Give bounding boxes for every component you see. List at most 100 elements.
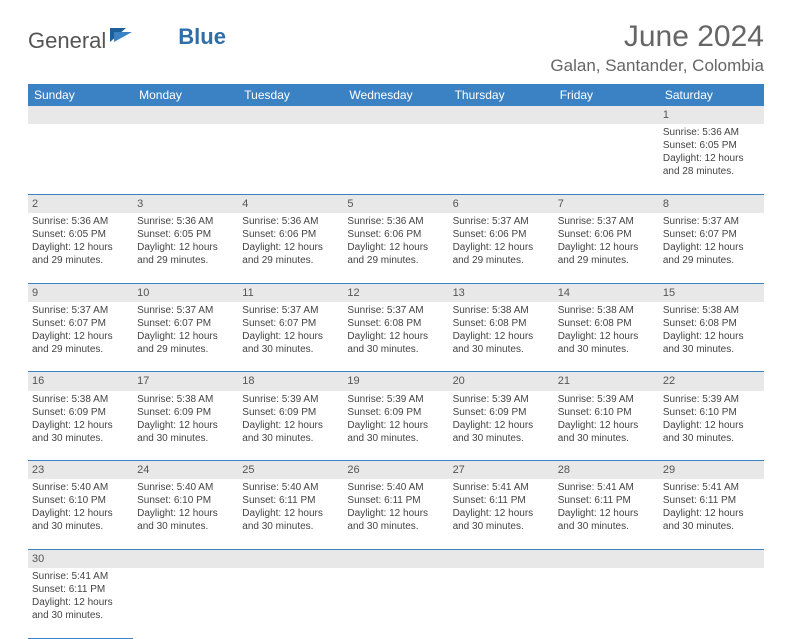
weekday-header: Monday xyxy=(133,84,238,106)
flag-icon xyxy=(110,26,136,52)
day-number: 10 xyxy=(133,283,238,302)
brand-logo: General Blue xyxy=(28,26,226,56)
sunset-text: Sunset: 6:07 PM xyxy=(663,228,760,241)
daylight-text: and 29 minutes. xyxy=(453,254,550,267)
day-number xyxy=(449,549,554,568)
location-label: Galan, Santander, Colombia xyxy=(550,56,764,76)
sunrise-text: Sunrise: 5:37 AM xyxy=(663,215,760,228)
day-cell: Sunrise: 5:40 AMSunset: 6:11 PMDaylight:… xyxy=(238,479,343,549)
sunset-text: Sunset: 6:10 PM xyxy=(137,494,234,507)
day-number xyxy=(133,549,238,568)
sunset-text: Sunset: 6:08 PM xyxy=(347,317,444,330)
sunrise-text: Sunrise: 5:37 AM xyxy=(558,215,655,228)
daylight-text: Daylight: 12 hours xyxy=(453,507,550,520)
sunrise-text: Sunrise: 5:37 AM xyxy=(242,304,339,317)
daylight-text: and 29 minutes. xyxy=(558,254,655,267)
sunrise-text: Sunrise: 5:40 AM xyxy=(32,481,129,494)
sunset-text: Sunset: 6:10 PM xyxy=(32,494,129,507)
daynum-row: 23242526272829 xyxy=(28,461,764,480)
daylight-text: and 30 minutes. xyxy=(347,520,444,533)
day-number xyxy=(343,106,448,124)
day-number: 8 xyxy=(659,194,764,213)
day-number xyxy=(554,106,659,124)
day-number: 30 xyxy=(28,549,133,568)
sunrise-text: Sunrise: 5:41 AM xyxy=(453,481,550,494)
sunrise-text: Sunrise: 5:38 AM xyxy=(663,304,760,317)
sunset-text: Sunset: 6:09 PM xyxy=(32,406,129,419)
daylight-text: and 30 minutes. xyxy=(663,520,760,533)
daylight-text: Daylight: 12 hours xyxy=(347,241,444,254)
day-cell: Sunrise: 5:38 AMSunset: 6:08 PMDaylight:… xyxy=(449,302,554,372)
day-number: 15 xyxy=(659,283,764,302)
daylight-text: and 29 minutes. xyxy=(137,254,234,267)
daylight-text: Daylight: 12 hours xyxy=(663,241,760,254)
weekday-header: Tuesday xyxy=(238,84,343,106)
sunset-text: Sunset: 6:10 PM xyxy=(558,406,655,419)
day-cell xyxy=(238,124,343,194)
day-cell: Sunrise: 5:38 AMSunset: 6:09 PMDaylight:… xyxy=(28,391,133,461)
day-cell xyxy=(133,124,238,194)
day-cell xyxy=(449,568,554,638)
daylight-text: and 29 minutes. xyxy=(663,254,760,267)
daylight-text: Daylight: 12 hours xyxy=(558,241,655,254)
day-number: 14 xyxy=(554,283,659,302)
weekday-header: Friday xyxy=(554,84,659,106)
sunrise-text: Sunrise: 5:40 AM xyxy=(347,481,444,494)
daylight-text: and 28 minutes. xyxy=(663,165,760,178)
daylight-text: Daylight: 12 hours xyxy=(453,330,550,343)
sunset-text: Sunset: 6:08 PM xyxy=(558,317,655,330)
sunrise-text: Sunrise: 5:41 AM xyxy=(663,481,760,494)
weekday-header: Thursday xyxy=(449,84,554,106)
day-number xyxy=(238,106,343,124)
sunrise-text: Sunrise: 5:36 AM xyxy=(137,215,234,228)
daylight-text: Daylight: 12 hours xyxy=(347,419,444,432)
day-cell: Sunrise: 5:37 AMSunset: 6:08 PMDaylight:… xyxy=(343,302,448,372)
day-number: 3 xyxy=(133,194,238,213)
day-number: 4 xyxy=(238,194,343,213)
sunrise-text: Sunrise: 5:41 AM xyxy=(558,481,655,494)
day-cell: Sunrise: 5:37 AMSunset: 6:07 PMDaylight:… xyxy=(133,302,238,372)
sunrise-text: Sunrise: 5:36 AM xyxy=(663,126,760,139)
header: General Blue June 2024 Galan, Santander,… xyxy=(28,20,764,76)
sunrise-text: Sunrise: 5:39 AM xyxy=(558,393,655,406)
day-cell: Sunrise: 5:39 AMSunset: 6:09 PMDaylight:… xyxy=(238,391,343,461)
day-cell xyxy=(133,568,238,638)
daylight-text: and 30 minutes. xyxy=(347,432,444,445)
day-number: 13 xyxy=(449,283,554,302)
day-cell: Sunrise: 5:39 AMSunset: 6:09 PMDaylight:… xyxy=(343,391,448,461)
day-number: 20 xyxy=(449,372,554,391)
daylight-text: Daylight: 12 hours xyxy=(137,330,234,343)
daylight-text: Daylight: 12 hours xyxy=(32,241,129,254)
daylight-text: and 30 minutes. xyxy=(242,343,339,356)
daylight-text: Daylight: 12 hours xyxy=(32,596,129,609)
daylight-text: Daylight: 12 hours xyxy=(32,330,129,343)
daylight-text: Daylight: 12 hours xyxy=(558,419,655,432)
daylight-text: and 30 minutes. xyxy=(663,343,760,356)
day-cell xyxy=(554,124,659,194)
daylight-text: Daylight: 12 hours xyxy=(453,419,550,432)
sunset-text: Sunset: 6:09 PM xyxy=(453,406,550,419)
day-cell: Sunrise: 5:36 AMSunset: 6:06 PMDaylight:… xyxy=(343,213,448,283)
day-cell: Sunrise: 5:36 AMSunset: 6:05 PMDaylight:… xyxy=(28,213,133,283)
calendar-table: Sunday Monday Tuesday Wednesday Thursday… xyxy=(28,84,764,639)
day-number: 5 xyxy=(343,194,448,213)
sunset-text: Sunset: 6:07 PM xyxy=(137,317,234,330)
daylight-text: and 30 minutes. xyxy=(558,520,655,533)
daylight-text: Daylight: 12 hours xyxy=(242,507,339,520)
sunset-text: Sunset: 6:08 PM xyxy=(453,317,550,330)
daylight-text: Daylight: 12 hours xyxy=(347,330,444,343)
daylight-text: Daylight: 12 hours xyxy=(137,419,234,432)
daylight-text: Daylight: 12 hours xyxy=(242,419,339,432)
daylight-text: and 30 minutes. xyxy=(558,432,655,445)
day-number: 18 xyxy=(238,372,343,391)
day-cell: Sunrise: 5:37 AMSunset: 6:07 PMDaylight:… xyxy=(659,213,764,283)
daylight-text: Daylight: 12 hours xyxy=(137,241,234,254)
sunset-text: Sunset: 6:06 PM xyxy=(558,228,655,241)
day-cell xyxy=(343,124,448,194)
sunrise-text: Sunrise: 5:39 AM xyxy=(347,393,444,406)
day-number: 6 xyxy=(449,194,554,213)
day-cell xyxy=(449,124,554,194)
daylight-text: and 30 minutes. xyxy=(453,520,550,533)
sunset-text: Sunset: 6:05 PM xyxy=(32,228,129,241)
day-number xyxy=(659,549,764,568)
